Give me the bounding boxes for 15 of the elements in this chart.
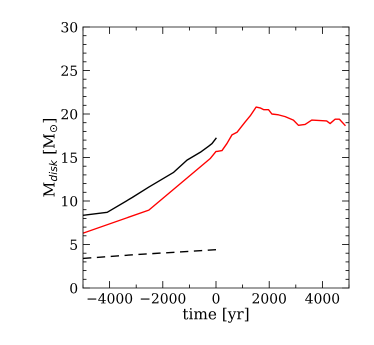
y-tick-label: 0 <box>70 282 78 294</box>
x-tick-label: 0 <box>212 293 220 304</box>
y-tick-label: 15 <box>62 152 78 163</box>
x-tick-label: −4000 <box>88 293 132 304</box>
x-axis-title: time [yr] <box>182 308 248 323</box>
x-tick-label: −2000 <box>140 293 186 304</box>
x-tick-label: 4000 <box>305 293 340 304</box>
x-tick-label: 2000 <box>252 293 286 304</box>
y-tick-label: 20 <box>61 108 78 120</box>
y-tick-label: 5 <box>70 240 78 250</box>
y-tick-label: 10 <box>62 196 78 206</box>
y-tick-label: 25 <box>61 65 78 76</box>
y-axis-title: M$_{disk}$ [M$_{⊙}$] <box>42 119 58 197</box>
line-series <box>83 106 346 234</box>
y-tick-label: 30 <box>62 22 78 32</box>
